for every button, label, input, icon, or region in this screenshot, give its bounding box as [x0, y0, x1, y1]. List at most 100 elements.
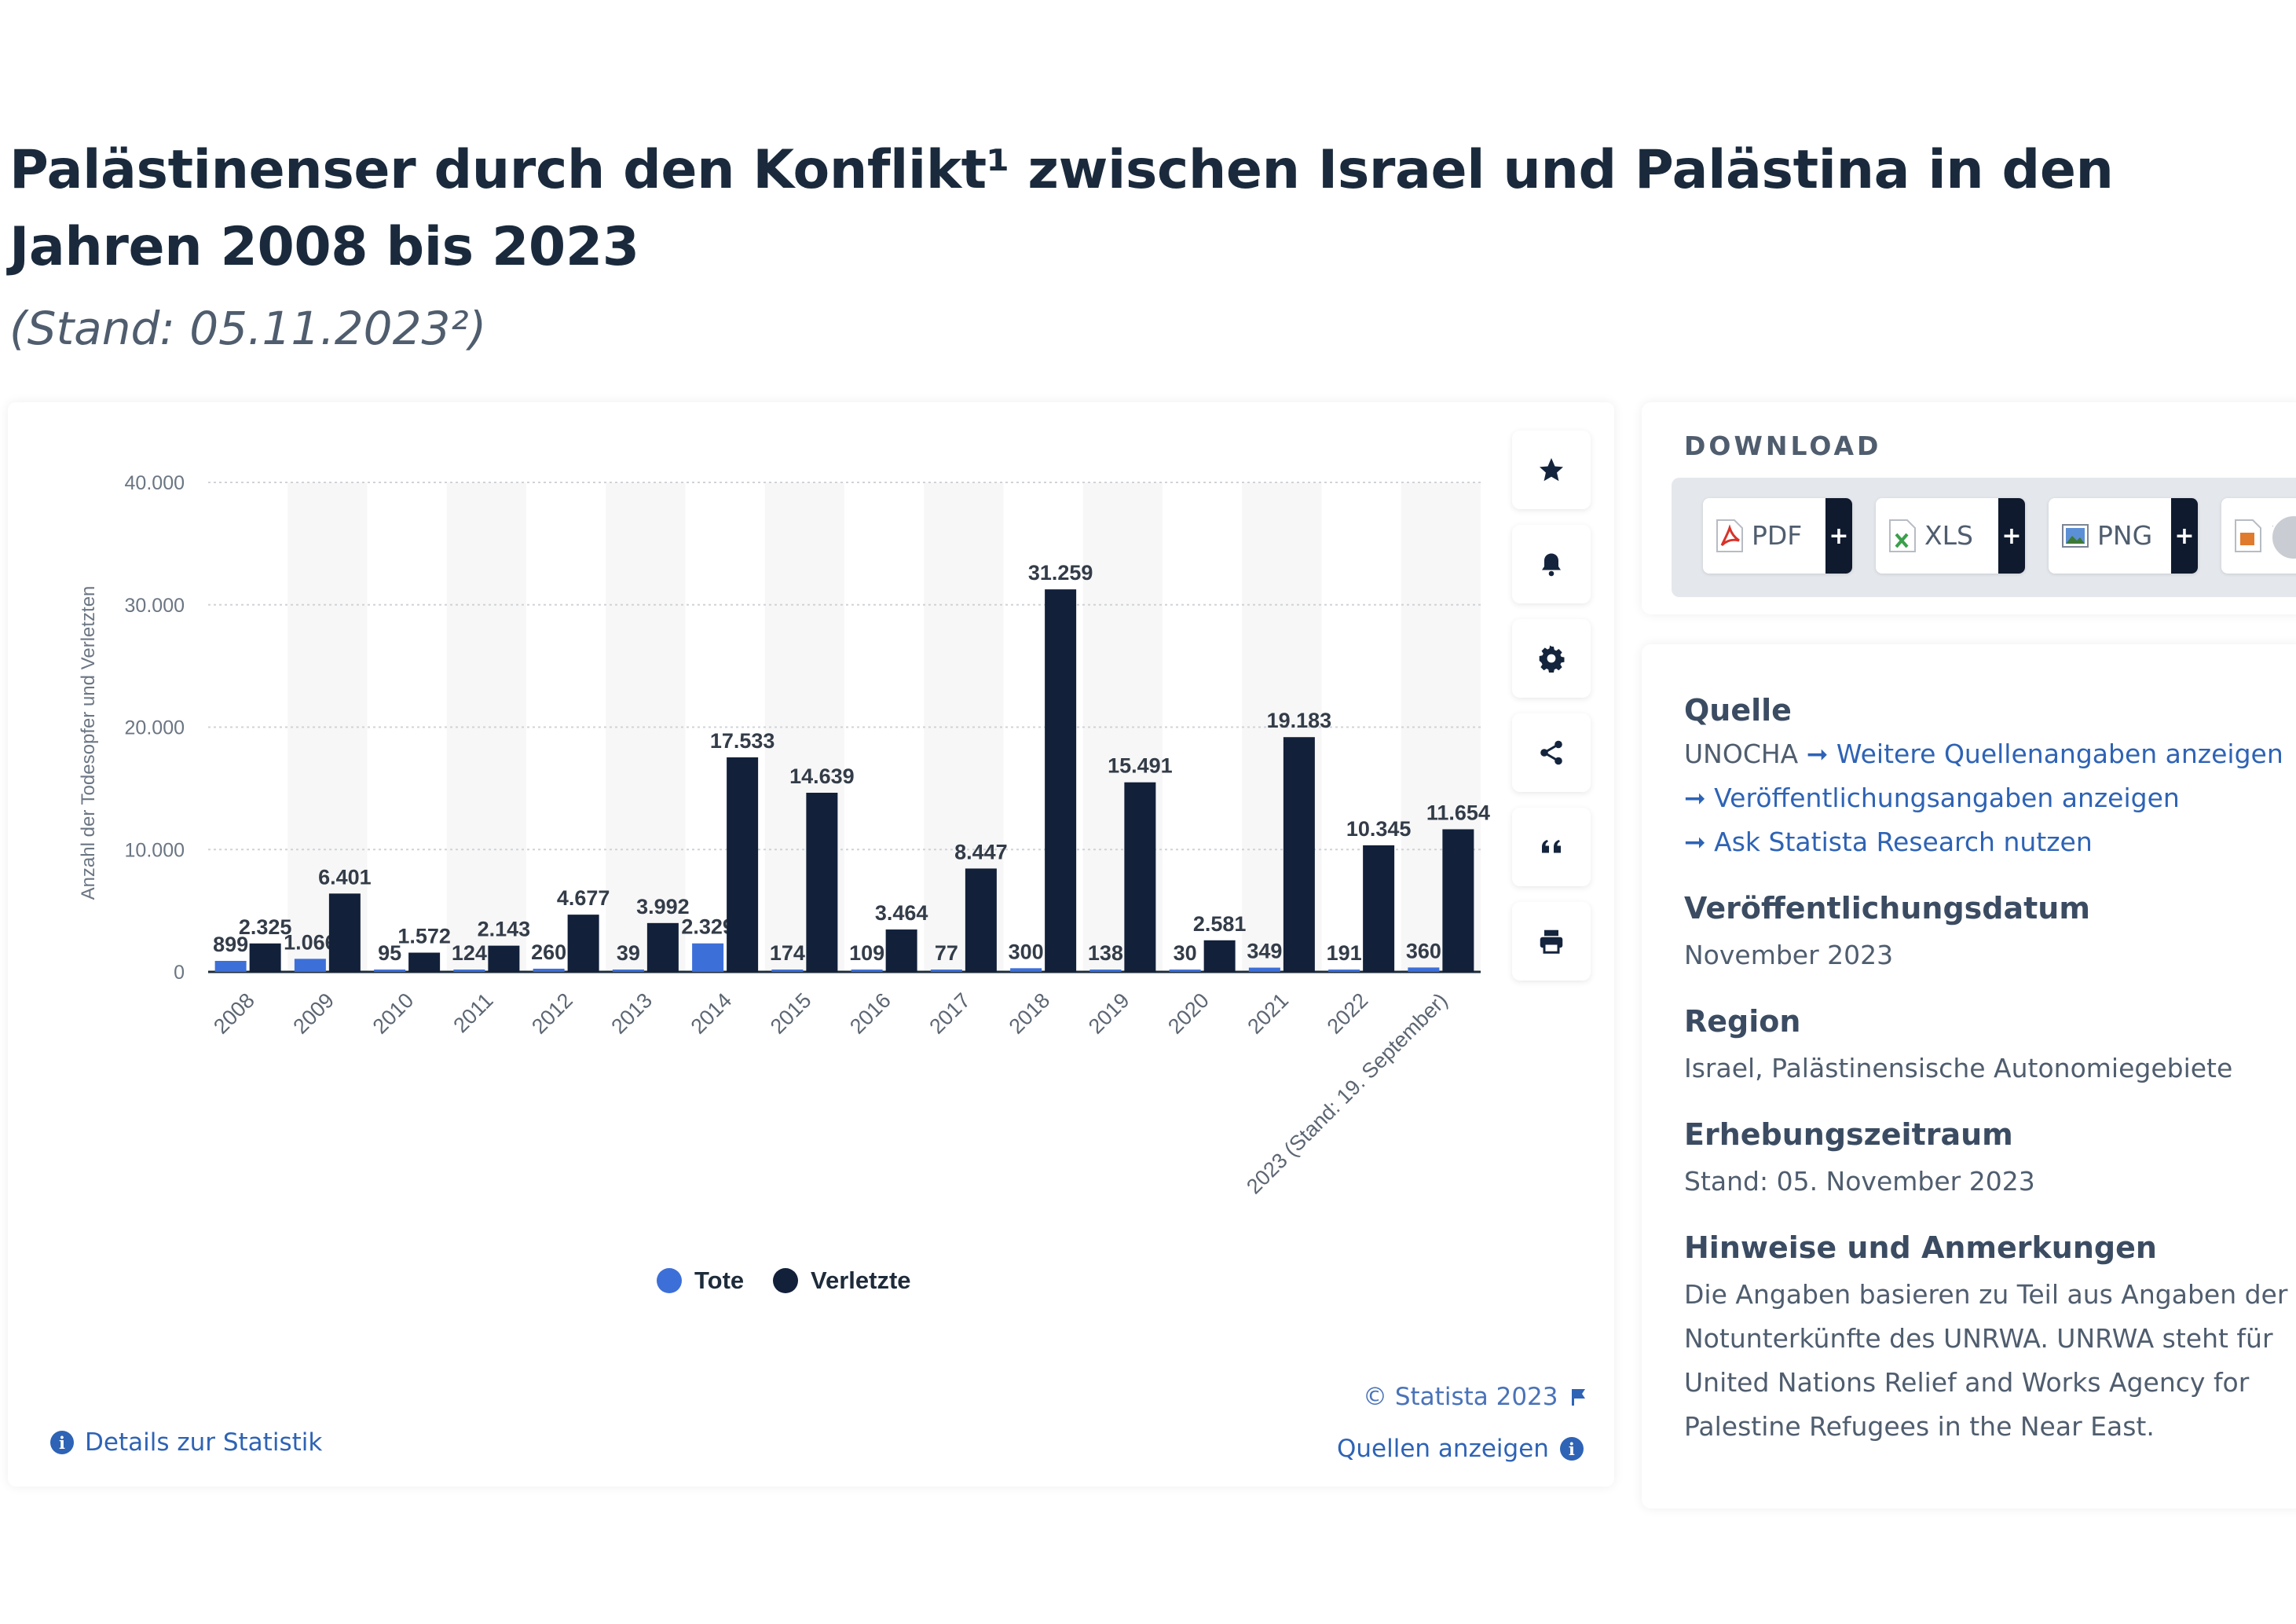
data-label: 899: [213, 933, 248, 956]
data-label: 349: [1247, 940, 1282, 963]
arrow-icon: ➞: [1684, 783, 1706, 813]
data-label: 174: [770, 941, 805, 965]
favorite-button[interactable]: [1512, 431, 1591, 509]
quelle-value: UNOCHA: [1684, 739, 1799, 769]
plus-icon: +: [1825, 498, 1852, 574]
bar-tote: [214, 960, 247, 972]
download-pdf-button[interactable]: PDF +: [1703, 498, 1852, 574]
flag-icon: [1571, 1389, 1585, 1406]
bar-tote: [851, 970, 883, 972]
bar-verletzte: [1045, 589, 1077, 972]
bar-verletzte: [1442, 829, 1474, 972]
download-xls-button[interactable]: XLS +: [1876, 498, 2025, 574]
data-label: 31.259: [1028, 561, 1093, 585]
data-label: 8.447: [954, 840, 1008, 863]
bar-verletzte: [488, 945, 520, 972]
datum-value: November 2023: [1684, 940, 1894, 970]
region-value: Israel, Palästinensische Autonomiegebiet…: [1684, 1053, 2233, 1083]
arrow-icon: ➞: [1684, 827, 1706, 857]
bar-chart: 0 10.000 20.000 30.000 40.000 Anzahl der Tode…: [78, 472, 1490, 1294]
x-tick-label: 2020: [1163, 988, 1214, 1039]
bar-verletzte: [249, 943, 281, 972]
arrow-icon: ➞: [1806, 739, 1829, 769]
data-label: 11.654: [1426, 801, 1490, 824]
bar-tote: [771, 970, 804, 972]
bar-tote: [1248, 967, 1280, 972]
data-label: 138: [1088, 941, 1123, 965]
x-tick-label: 2015: [766, 988, 816, 1039]
notification-button[interactable]: [1512, 525, 1591, 603]
page-subtitle: (Stand: 05.11.2023²): [9, 302, 487, 355]
settings-button[interactable]: [1512, 619, 1591, 698]
copyright-label: © Statista 2023: [1363, 1383, 1558, 1411]
copyright-link[interactable]: © Statista 2023: [1363, 1383, 1588, 1411]
sources-link[interactable]: Quellen anzeigen i: [1337, 1435, 1584, 1463]
bar-verletzte: [408, 952, 441, 972]
quote-icon: [1542, 840, 1561, 853]
column-band: [287, 482, 368, 972]
data-label: 14.639: [789, 764, 855, 788]
x-tick-label: 2021: [1243, 988, 1293, 1039]
data-label: 3.992: [636, 895, 690, 918]
share-icon: [1540, 740, 1562, 765]
legend-marker: [773, 1268, 798, 1293]
data-label: 1.066: [284, 930, 337, 954]
y-tick-label: 10.000: [125, 839, 185, 861]
more-sources-link[interactable]: Weitere Quellenangaben anzeigen: [1836, 739, 2283, 769]
publication-info-link[interactable]: Veröffentlichungsangaben anzeigen: [1714, 783, 2180, 813]
zeitraum-heading: Erhebungszeitraum: [1684, 1117, 2013, 1152]
share-button[interactable]: [1512, 713, 1591, 792]
data-label: 124: [452, 941, 487, 965]
bar-verletzte: [965, 868, 997, 972]
x-tick-label: 2016: [845, 988, 895, 1039]
bar-tote: [930, 970, 962, 972]
bar-verletzte: [1363, 845, 1395, 972]
plus-icon: +: [2171, 498, 2198, 574]
cite-button[interactable]: [1512, 808, 1591, 886]
data-label: 77: [935, 941, 958, 965]
bell-icon: [1542, 553, 1561, 577]
bar-tote: [533, 968, 565, 972]
data-label: 2.325: [239, 915, 292, 939]
x-tick-label: 2018: [1005, 988, 1055, 1039]
download-heading: DOWNLOAD: [1684, 431, 1882, 461]
bar-tote: [1169, 970, 1201, 972]
y-axis-title: Anzahl der Todesopfer und Verletzten: [78, 586, 99, 900]
print-button[interactable]: [1512, 902, 1591, 981]
legend-label: Tote: [694, 1267, 744, 1294]
data-label: 300: [1009, 940, 1044, 963]
data-label: 3.464: [875, 901, 928, 925]
bar-tote: [294, 959, 326, 972]
x-tick-label: 2017: [925, 988, 975, 1039]
data-label: 17.533: [710, 729, 775, 753]
y-tick-label: 40.000: [125, 472, 185, 494]
data-label: 360: [1406, 939, 1441, 962]
data-label: 95: [378, 941, 401, 965]
details-link[interactable]: i Details zur Statistik: [50, 1428, 322, 1457]
x-tick-label: 2012: [527, 988, 577, 1039]
x-tick-label: 2014: [687, 988, 737, 1039]
bar-tote: [1010, 968, 1042, 972]
x-tick-label: 2010: [368, 988, 419, 1039]
x-tick-label: 2009: [288, 988, 339, 1039]
ask-research-link[interactable]: Ask Statista Research nutzen: [1714, 827, 2093, 857]
download-tray: PDF + XLS + PNG + P: [1672, 478, 2296, 597]
data-label: 15.491: [1108, 754, 1173, 778]
ppt-file-icon: [2235, 519, 2261, 552]
download-label-xls: XLS: [1924, 520, 1973, 551]
bar-verletzte: [328, 893, 361, 972]
zeitraum-value: Stand: 05. November 2023: [1684, 1166, 2035, 1197]
chart-card: 0 10.000 20.000 30.000 40.000 Anzahl der Tode…: [8, 402, 1614, 1487]
page-title: Palästinenser durch den Konflikt¹ zwisch…: [9, 139, 2114, 278]
bar-tote: [1408, 967, 1440, 972]
data-label: 4.677: [557, 886, 610, 910]
bar-verletzte: [646, 922, 679, 972]
download-png-button[interactable]: PNG +: [2049, 498, 2198, 574]
bar-tote: [1328, 970, 1360, 972]
x-tick-label: 2013: [606, 988, 657, 1039]
info-icon: i: [50, 1431, 74, 1454]
bar-tote: [1089, 970, 1122, 972]
bar-tote: [453, 970, 485, 972]
details-label: Details zur Statistik: [85, 1428, 323, 1457]
bar-verletzte: [1283, 737, 1315, 972]
